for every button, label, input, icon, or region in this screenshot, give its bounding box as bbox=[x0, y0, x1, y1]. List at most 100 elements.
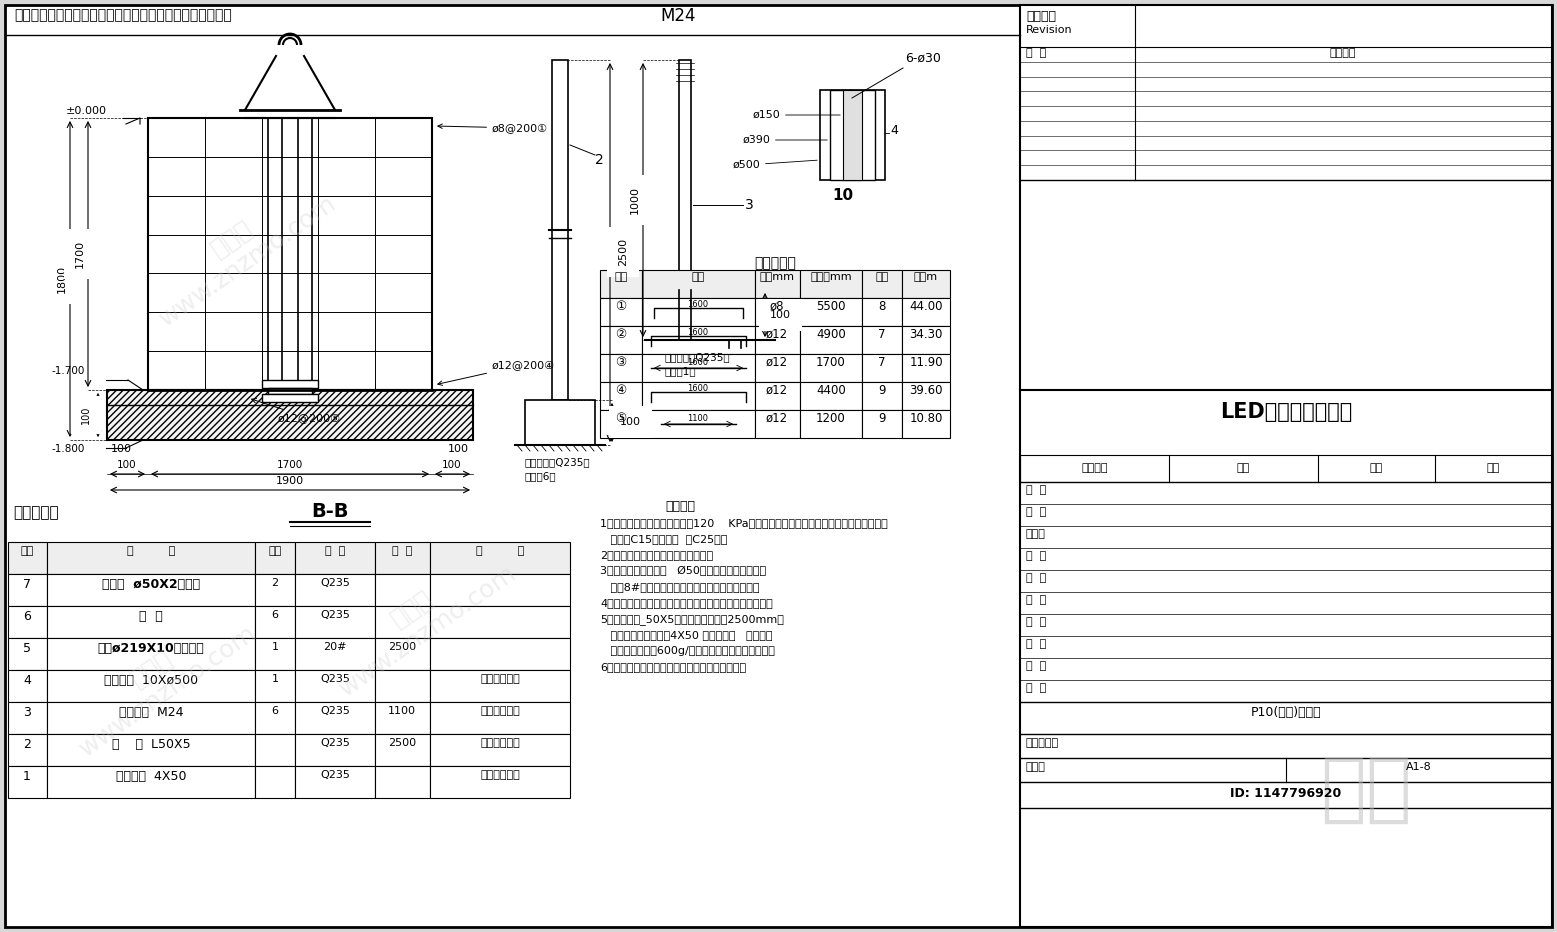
Bar bbox=[599, 298, 641, 326]
Text: 热浸镀锌处理: 热浸镀锌处理 bbox=[480, 706, 520, 716]
Bar bbox=[47, 670, 255, 702]
Text: 数量：6根: 数量：6根 bbox=[525, 471, 556, 481]
Text: 知末网
www.znzmo.com: 知末网 www.znzmo.com bbox=[319, 539, 522, 702]
Bar bbox=[755, 382, 800, 410]
Bar bbox=[641, 270, 755, 298]
Text: ④: ④ bbox=[615, 384, 626, 397]
Bar bbox=[8, 702, 47, 734]
Bar bbox=[800, 270, 863, 298]
Bar bbox=[294, 542, 375, 574]
Text: 热浸镀锌处理: 热浸镀锌处理 bbox=[480, 674, 520, 684]
Text: 6-ø30: 6-ø30 bbox=[905, 52, 940, 65]
Text: 地脚螺栓（Q235）: 地脚螺栓（Q235） bbox=[525, 457, 590, 467]
Text: ø12@200⑤: ø12@200⑤ bbox=[252, 399, 341, 423]
Text: ø150: ø150 bbox=[752, 110, 841, 120]
Text: 1100: 1100 bbox=[388, 706, 416, 716]
Text: 1600: 1600 bbox=[688, 384, 708, 393]
Text: Q235: Q235 bbox=[321, 674, 350, 684]
Text: 制  图: 制 图 bbox=[1026, 639, 1046, 649]
Text: 2500: 2500 bbox=[388, 642, 416, 652]
Text: 1700: 1700 bbox=[277, 460, 304, 470]
Text: 预埋连板（Q235）: 预埋连板（Q235） bbox=[665, 352, 730, 362]
Text: 2500: 2500 bbox=[618, 238, 627, 266]
Text: M24: M24 bbox=[660, 7, 696, 25]
Text: Q235: Q235 bbox=[321, 706, 350, 716]
Text: 总长m: 总长m bbox=[914, 272, 937, 282]
Text: 9: 9 bbox=[878, 412, 886, 425]
Bar bbox=[375, 606, 430, 638]
Bar bbox=[375, 766, 430, 798]
Text: 100: 100 bbox=[81, 405, 90, 424]
Bar bbox=[255, 638, 294, 670]
Text: Q235: Q235 bbox=[321, 770, 350, 780]
Bar bbox=[294, 734, 375, 766]
Text: 数量：1块: 数量：1块 bbox=[665, 366, 696, 376]
Bar bbox=[902, 410, 950, 438]
Text: 与基础预埋板之间用4X50 扁钢联接。   地桩与扁: 与基础预埋板之间用4X50 扁钢联接。 地桩与扁 bbox=[599, 630, 772, 640]
Bar bbox=[255, 670, 294, 702]
Text: 44.00: 44.00 bbox=[909, 300, 942, 313]
Text: 1900: 1900 bbox=[276, 476, 304, 486]
Text: Q235: Q235 bbox=[321, 738, 350, 748]
Text: ②: ② bbox=[615, 328, 626, 341]
Bar bbox=[294, 574, 375, 606]
Text: 4: 4 bbox=[891, 124, 898, 136]
Bar bbox=[902, 382, 950, 410]
Bar bbox=[755, 298, 800, 326]
Bar bbox=[255, 606, 294, 638]
Text: 100: 100 bbox=[111, 444, 132, 454]
Text: 重量: 重量 bbox=[1370, 463, 1383, 473]
Bar bbox=[525, 400, 595, 445]
Text: 设计变更: 设计变更 bbox=[1026, 10, 1056, 23]
Text: ø390: ø390 bbox=[743, 135, 827, 145]
Bar bbox=[268, 388, 311, 394]
Text: 34.30: 34.30 bbox=[909, 328, 942, 341]
Text: ±0.000: ±0.000 bbox=[65, 106, 107, 116]
Text: 4900: 4900 bbox=[816, 328, 845, 341]
Text: ID: 1147796920: ID: 1147796920 bbox=[1230, 787, 1342, 800]
Text: 标准化: 标准化 bbox=[1026, 529, 1046, 539]
Text: 1700: 1700 bbox=[75, 240, 86, 268]
Bar bbox=[553, 60, 568, 400]
Bar bbox=[863, 270, 902, 298]
Bar bbox=[755, 326, 800, 354]
Text: 10.80: 10.80 bbox=[909, 412, 942, 425]
Bar bbox=[8, 638, 47, 670]
Bar bbox=[679, 60, 691, 290]
Text: 备          注: 备 注 bbox=[476, 546, 525, 556]
Text: 7: 7 bbox=[23, 578, 31, 591]
Text: 5: 5 bbox=[23, 642, 31, 655]
Bar bbox=[863, 410, 902, 438]
Text: 1100: 1100 bbox=[688, 414, 708, 423]
Text: 标  记: 标 记 bbox=[1026, 595, 1046, 605]
Bar bbox=[641, 382, 755, 410]
Text: 6: 6 bbox=[23, 610, 31, 623]
Bar bbox=[821, 90, 884, 180]
Text: LED基础立面结构图: LED基础立面结构图 bbox=[1219, 402, 1351, 422]
Text: 技术要求: 技术要求 bbox=[665, 500, 694, 513]
Bar bbox=[599, 326, 641, 354]
Bar bbox=[375, 670, 430, 702]
Bar bbox=[641, 354, 755, 382]
Text: 数量: 数量 bbox=[1236, 463, 1250, 473]
Text: ⑤: ⑤ bbox=[615, 412, 626, 425]
Text: 日  期: 日 期 bbox=[1026, 573, 1046, 583]
Text: 100: 100 bbox=[620, 417, 641, 427]
Bar bbox=[641, 410, 755, 438]
Text: 10: 10 bbox=[831, 188, 853, 203]
Bar bbox=[800, 354, 863, 382]
Text: 穿线管  ø50X2镀锌管: 穿线管 ø50X2镀锌管 bbox=[101, 578, 199, 591]
Text: 序号: 序号 bbox=[20, 546, 34, 556]
Bar bbox=[863, 354, 902, 382]
Bar bbox=[294, 702, 375, 734]
Text: 5500: 5500 bbox=[816, 300, 845, 313]
Text: -1.800: -1.800 bbox=[51, 444, 86, 454]
Text: 联接扁铁  4X50: 联接扁铁 4X50 bbox=[115, 770, 187, 783]
Text: B-B: B-B bbox=[311, 502, 349, 521]
Bar bbox=[375, 542, 430, 574]
Text: 图纸编号：: 图纸编号： bbox=[1026, 738, 1059, 748]
Bar bbox=[430, 670, 570, 702]
Bar bbox=[262, 380, 318, 388]
Bar bbox=[294, 606, 375, 638]
Text: 2、正负零为基础所在位置处地标高。: 2、正负零为基础所在位置处地标高。 bbox=[599, 550, 713, 560]
